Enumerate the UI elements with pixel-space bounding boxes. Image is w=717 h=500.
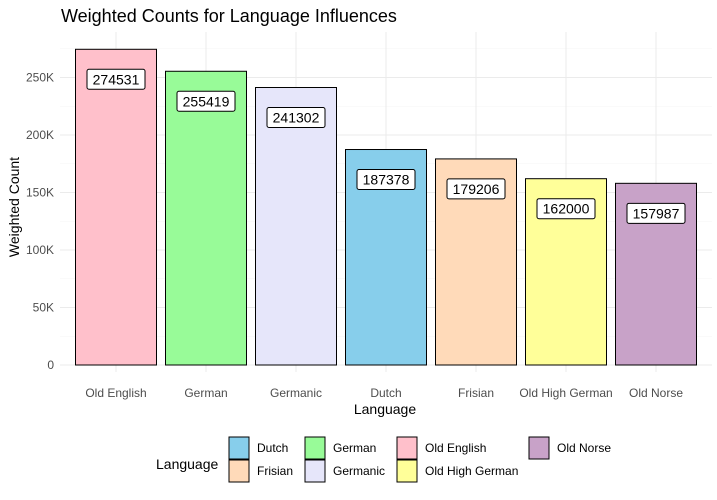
data-label: 241302 (273, 110, 320, 126)
legend-key (304, 436, 326, 460)
legend-key (396, 436, 418, 460)
x-axis-ticks: Old English German Germanic Dutch Frisian Old… (85, 386, 683, 400)
bar (165, 70, 247, 366)
data-label-box (266, 107, 326, 129)
x-tick-label: Frisian (458, 386, 494, 400)
y-axis-title: Weighted Count (6, 157, 22, 257)
legend-key (528, 436, 550, 460)
x-tick-label: Germanic (270, 386, 322, 400)
y-tick-label: 0 (47, 358, 54, 372)
x-tick-label: German (184, 386, 227, 400)
data-label-box (536, 198, 596, 220)
x-tick-label: Old High German (519, 386, 612, 400)
bars (75, 48, 697, 366)
legend-key (228, 436, 250, 460)
bar (255, 87, 337, 366)
data-label-box (176, 90, 236, 112)
legend-title: Language (156, 456, 219, 472)
data-label-box (446, 178, 506, 200)
y-tick-label: 150K (26, 186, 54, 200)
legend-label: Old High German (425, 464, 518, 478)
legend-label: German (333, 441, 376, 455)
y-tick-label: 100K (26, 243, 54, 257)
chart-title: Weighted Counts for Language Influences (61, 6, 397, 26)
bar (75, 48, 157, 366)
legend-label: Germanic (333, 464, 385, 478)
data-label: 162000 (543, 201, 590, 217)
legend-label: Old English (425, 441, 486, 455)
data-label-box (356, 169, 416, 191)
x-tick-label: Old Norse (629, 386, 683, 400)
y-tick-label: 250K (26, 71, 54, 85)
legend: Language Dutch Frisian German Germanic Old E… (156, 436, 611, 483)
legend-key (228, 459, 250, 483)
data-label: 157987 (633, 205, 680, 221)
legend-key (396, 459, 418, 483)
y-tick-label: 50K (33, 301, 54, 315)
y-tick-label: 200K (26, 128, 54, 142)
legend-key (304, 459, 326, 483)
x-tick-label: Old English (85, 386, 146, 400)
legend-label: Old Norse (557, 441, 611, 455)
x-axis-title: Language (354, 401, 417, 417)
data-label: 274531 (93, 71, 140, 87)
legend-label: Dutch (257, 441, 288, 455)
data-label: 187378 (363, 172, 410, 188)
legend-label: Frisian (257, 464, 293, 478)
data-label: 255419 (183, 93, 230, 109)
data-labels: 274531 255419 241302 187378 179206 162000 1579… (86, 68, 686, 224)
data-label-box (626, 202, 686, 224)
data-label: 179206 (453, 181, 500, 197)
data-label-box (86, 68, 146, 90)
y-axis-ticks: 0 50K 100K 150K 200K 250K (26, 71, 54, 373)
x-tick-label: Dutch (370, 386, 401, 400)
